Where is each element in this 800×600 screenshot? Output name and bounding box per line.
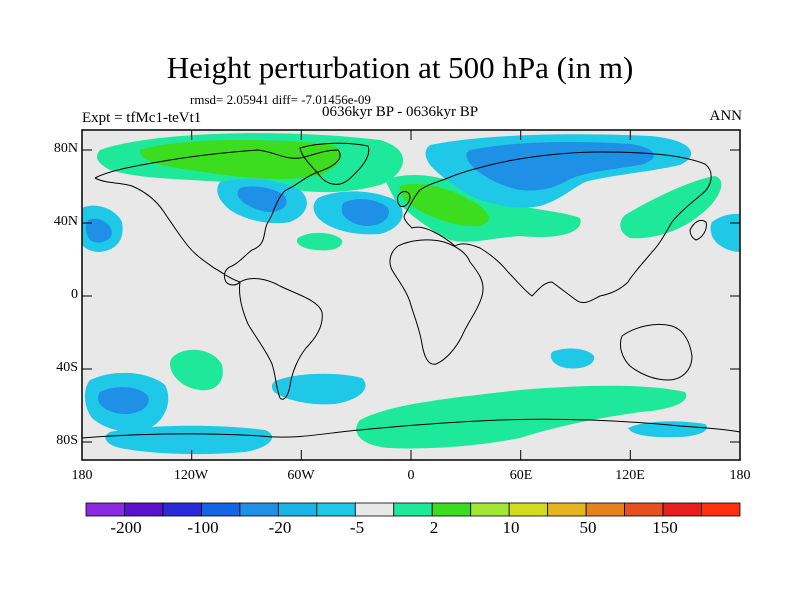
colorbar-label: -100 [187,518,219,537]
x-tick-label: 120W [173,468,209,483]
coast-south-america [239,278,323,400]
season-label: ANN [709,108,743,124]
colorbar-swatch [316,502,356,517]
coast-uk [396,191,411,207]
coast-greenland [299,142,370,185]
coastlines [81,142,741,439]
coast-japan [689,219,707,241]
positive-anomaly-atlantic [296,232,343,251]
colorbar-label: 2 [429,518,439,537]
x-tick-label: 60E [509,468,533,483]
y-tick-label: 80N [53,141,78,156]
negative-anomaly-antarctic-east [628,421,708,438]
colorbar-swatch [239,502,279,517]
y-tick-label: 0 [71,287,78,302]
colorbar-swatch [201,502,241,517]
coast-eurasia [403,151,712,303]
positive-anomaly-south-pacific [170,349,223,391]
colorbar-swatch [124,502,164,517]
coast-africa [389,239,484,365]
period-label: 0636kyr BP - 0636kyr BP [322,104,479,120]
x-tick-label: 120E [615,468,645,483]
colorbar-swatch [162,502,202,517]
x-tick-label: 180 [729,468,751,483]
negative-core-north-atlantic [341,199,389,226]
colorbar-label: 10 [502,518,520,537]
y-tick-label: 40S [56,360,78,375]
colorbar [85,502,741,517]
y-tick-label: 80S [56,433,78,448]
x-tick-label: 0 [407,468,415,483]
positive-core-arctic [139,140,341,180]
anomaly-field [82,133,740,455]
colorbar-swatch [624,502,664,517]
experiment-label: Expt = tfMc1-teVt1 [82,110,202,126]
negative-anomaly-south-america [271,373,366,405]
x-tick-label: 180 [71,468,93,483]
positive-core-europe [399,183,489,227]
colorbar-swatch [547,502,587,517]
coast-antarctica [81,418,741,439]
colorbar-swatch [431,502,472,517]
colorbar-label: -200 [110,518,142,537]
colorbar-swatch [393,502,433,517]
negative-core-north-pacific [86,218,112,243]
map-title: Height perturbation at 500 hPa (in m) [166,50,634,85]
axis-ticks [82,130,740,460]
colorbar-swatch [508,502,549,517]
negative-core-south-pacific [98,387,149,414]
negative-anomaly-indian-ocean [550,348,595,369]
negative-core-north-america [237,186,287,212]
colorbar-swatch [470,502,510,517]
colorbar-label: -20 [268,518,292,537]
x-tick-label: 60W [287,468,315,483]
colorbar-label: -5 [349,518,365,537]
stats-text: rmsd= 2.05941 diff= -7.01456e-09 [190,92,371,107]
colorbar-swatch [354,502,395,517]
colorbar-swatch [85,502,125,517]
colorbar-label: 50 [579,518,597,537]
colorbar-swatch [585,502,625,517]
coast-australia [619,323,693,381]
colorbar-label: 150 [652,518,678,537]
negative-anomaly-antarctic-pacific [105,425,273,455]
positive-anomaly-east-asia [620,176,722,239]
y-tick-label: 40N [53,214,78,229]
colorbar-swatch [701,502,741,517]
colorbar-swatch [662,502,702,517]
positive-anomaly-southern-ocean [356,385,687,449]
coast-north-america [94,149,341,286]
negative-core-siberia [466,142,654,191]
colorbar-swatch [277,502,318,517]
